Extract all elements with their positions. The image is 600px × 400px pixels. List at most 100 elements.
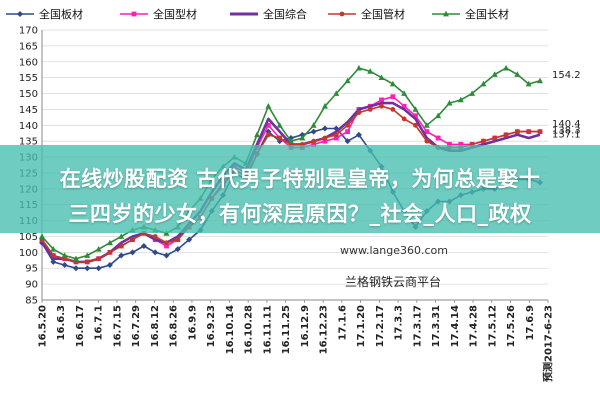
x-tick-label: 17.3.17 [412, 305, 423, 347]
end-value-label: 138.3 [552, 126, 581, 137]
legend-swatch-marker [131, 11, 137, 17]
x-tick-label: 16.5.20 [38, 305, 49, 347]
series-point [355, 64, 362, 71]
x-tick-label: 16.9.23 [206, 305, 217, 347]
series-point [129, 249, 136, 256]
series-point [435, 135, 441, 141]
legend-entry: 全国长材 [432, 7, 509, 21]
legend-entry: 全国板材 [6, 7, 83, 21]
series-point [537, 77, 543, 84]
y-tick-label: 150 [19, 89, 38, 100]
headline-line-1[interactable]: 在线炒股配资 古代男子特别是皇帝，为何总是娶十 [59, 167, 541, 191]
series-point [401, 103, 407, 109]
series-point [333, 135, 339, 141]
series-point [96, 256, 101, 262]
series-point [344, 138, 351, 145]
y-tick-label: 160 [19, 57, 38, 68]
series-point [277, 135, 283, 141]
series-point [345, 129, 350, 135]
series-point [84, 265, 91, 272]
headline-line-2[interactable]: 三四岁的少女，有何深层原因？_社会_人口_政权 [68, 202, 532, 226]
series-point [447, 141, 452, 147]
series-point [95, 265, 102, 272]
x-tick-label: 17.4.28 [469, 305, 480, 347]
series-point [310, 122, 317, 128]
series-point [526, 129, 532, 135]
y-tick-label: 145 [19, 105, 38, 116]
series-point [424, 129, 430, 135]
series-point [61, 252, 68, 258]
series-point [186, 236, 193, 243]
x-tick-label: 16.12.9 [300, 305, 311, 347]
series-point [413, 122, 418, 128]
series-point [174, 246, 181, 253]
series-point [389, 80, 396, 87]
x-tick-label: 16.10.14 [225, 305, 236, 354]
series-point [310, 128, 317, 135]
series-point [140, 243, 147, 249]
x-tick-label: 16.8.12 [150, 305, 161, 347]
legend-label: 全国综合 [263, 7, 307, 21]
x-tick-label: 17.3.3 [394, 305, 405, 340]
series-point [492, 135, 498, 141]
series-point [39, 233, 45, 239]
watermark-platform: 兰格钢铁云商平台 [345, 275, 442, 289]
series-point [254, 131, 261, 138]
series-point [118, 233, 125, 239]
series-point [50, 258, 57, 265]
series-point [525, 80, 532, 87]
series-point [333, 132, 339, 138]
series-point [390, 94, 396, 100]
y-tick-label: 90 [25, 280, 38, 291]
headline-overlay-band [0, 145, 600, 233]
series-point [503, 64, 510, 71]
series-point [152, 234, 158, 239]
legend-entry: 全国型材 [120, 7, 197, 21]
series-point [322, 135, 328, 141]
end-value-label: 154.2 [552, 70, 581, 81]
y-tick-label: 85 [25, 296, 38, 307]
series-point [367, 107, 373, 112]
series-point [265, 122, 271, 128]
x-tick-label: 16.9.9 [187, 305, 198, 340]
x-tick-label: 17.1.20 [356, 305, 367, 347]
x-tick-label: 16.7.29 [131, 305, 142, 347]
series-point [50, 253, 56, 258]
y-tick-label: 170 [19, 26, 38, 37]
series-point [276, 122, 283, 128]
series-point [84, 259, 90, 265]
series-point [379, 103, 384, 109]
series-point [72, 255, 79, 262]
series-point [355, 131, 362, 138]
series-point [321, 103, 328, 109]
series-point [95, 245, 102, 252]
x-tick-label: 17.5.26 [506, 305, 517, 347]
end-value-label: 137.1 [552, 130, 581, 141]
legend-label: 全国型材 [153, 7, 197, 21]
x-tick-label: 16.6.17 [75, 305, 86, 347]
legend: 全国板材 全国型材 全国综合 全国管材 全国长材 [6, 7, 509, 21]
series-point [412, 106, 419, 112]
series-point [130, 237, 135, 243]
series-point [514, 129, 520, 135]
y-tick-label: 95 [25, 264, 38, 275]
legend-swatch-marker [339, 11, 345, 17]
series-point [356, 110, 362, 115]
series-point [367, 68, 374, 74]
series-point [118, 252, 125, 259]
x-tick-label: 16.8.26 [169, 305, 180, 347]
legend-entry: 全国综合 [230, 7, 307, 21]
legend-label: 全国长材 [465, 7, 509, 21]
series-point [458, 141, 464, 147]
series-point [378, 74, 385, 81]
series-point [446, 99, 453, 106]
x-tick-label: 16.12.23 [319, 305, 330, 354]
axes-layer: 8590951001051101151201251301351401451501… [19, 26, 555, 383]
x-tick-label: 17.5.12 [487, 305, 498, 347]
series-point [390, 107, 396, 112]
x-tick-label: 16.10.28 [244, 305, 255, 354]
y-tick-label: 165 [19, 41, 38, 52]
series-point [481, 138, 486, 144]
series-point [311, 138, 317, 144]
series-point [106, 239, 113, 246]
